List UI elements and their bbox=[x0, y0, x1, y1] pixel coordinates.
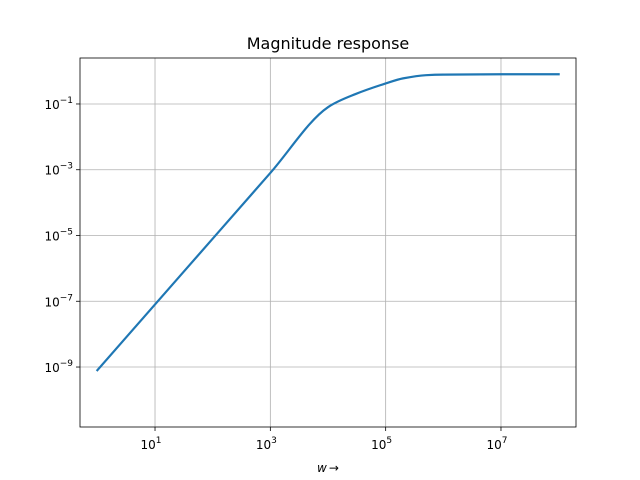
y-tick-label: 10−7 bbox=[44, 293, 73, 309]
x-axis-label: w → bbox=[317, 461, 339, 475]
grid-layer bbox=[80, 58, 576, 427]
tick-layer: 101 103 105 107 10−1 10−3 10−5 10−7 10−9 bbox=[44, 96, 507, 452]
y-tick-label: 10−1 bbox=[44, 96, 73, 112]
series-layer bbox=[95, 73, 560, 372]
y-tick-label: 10−3 bbox=[44, 162, 73, 178]
chart-title: Magnitude response bbox=[247, 34, 410, 53]
x-tick-label: 101 bbox=[141, 436, 162, 452]
plot-frame bbox=[79, 57, 577, 428]
y-tick-label: 10−5 bbox=[44, 227, 73, 243]
y-tick-label: 10−9 bbox=[44, 359, 73, 375]
x-tick-label: 107 bbox=[486, 436, 507, 452]
x-tick-label: 105 bbox=[371, 436, 392, 452]
x-tick-label: 103 bbox=[256, 436, 277, 452]
series-line bbox=[95, 73, 560, 372]
